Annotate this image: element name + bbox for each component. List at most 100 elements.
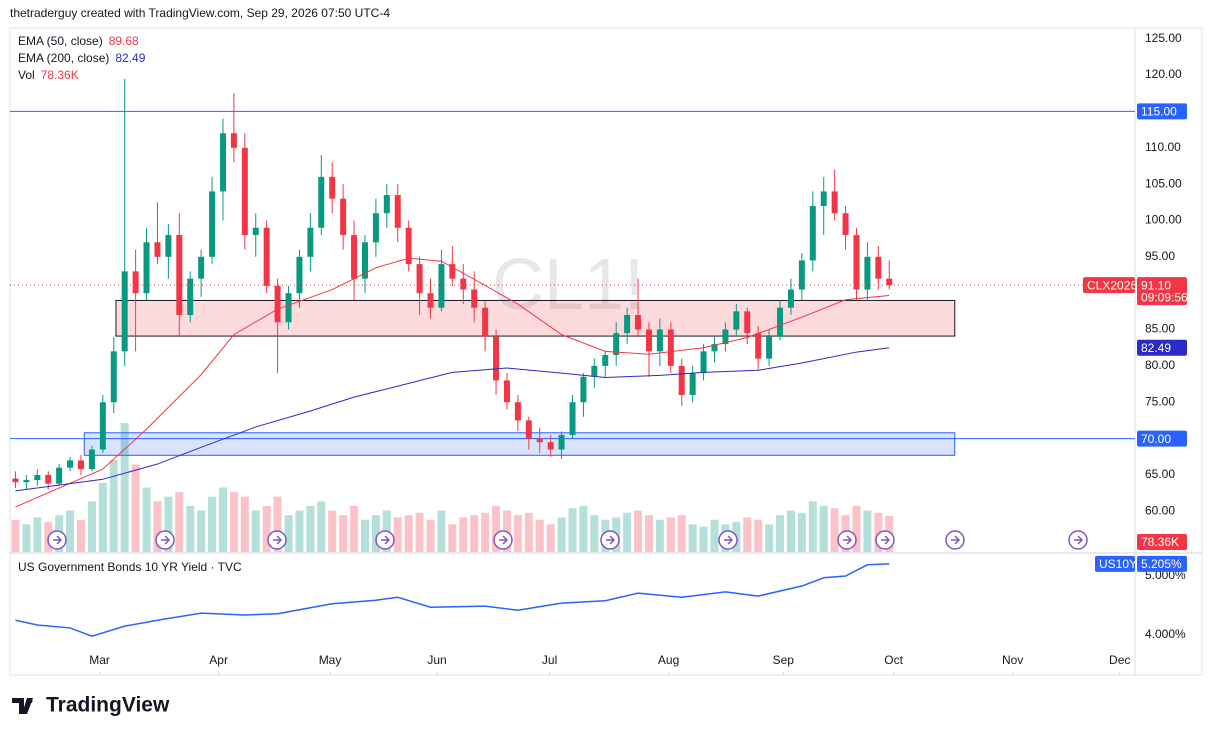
volume-bar bbox=[524, 512, 533, 552]
legend-value: 89.68 bbox=[109, 34, 139, 48]
candle-body bbox=[67, 460, 74, 468]
x-tick-label: Mar bbox=[89, 653, 110, 667]
event-marker bbox=[600, 530, 620, 550]
candle-body bbox=[176, 235, 183, 315]
volume-bar bbox=[142, 487, 151, 552]
candle-body bbox=[405, 227, 412, 265]
candle-body bbox=[547, 442, 554, 450]
event-arrow bbox=[161, 535, 171, 545]
event-arrow bbox=[951, 535, 961, 545]
volume-bar bbox=[874, 512, 883, 552]
volume-bar bbox=[98, 482, 107, 552]
volume-bar bbox=[33, 517, 42, 552]
volume-bar bbox=[437, 510, 446, 552]
volume-bar bbox=[22, 524, 31, 552]
candle-body bbox=[624, 314, 631, 334]
candle-body bbox=[678, 365, 685, 395]
volume-bar bbox=[284, 515, 293, 552]
candle-body bbox=[427, 293, 434, 308]
candle-body bbox=[766, 336, 773, 359]
candle-body bbox=[88, 449, 95, 470]
candle-body bbox=[809, 205, 816, 261]
hline-label-bg bbox=[1137, 103, 1187, 120]
x-tick-label: Apr bbox=[209, 653, 228, 667]
price-zone bbox=[83, 432, 956, 456]
legend-value: 78.36K bbox=[41, 68, 79, 82]
volume-bar bbox=[699, 526, 708, 552]
volume-bar bbox=[339, 515, 348, 552]
y-tick-label: 110.00 bbox=[1145, 140, 1181, 154]
candle-body bbox=[340, 198, 347, 236]
volume-bar bbox=[295, 510, 304, 552]
candle-body bbox=[482, 307, 489, 337]
ticker: CLX2026 bbox=[1087, 278, 1137, 292]
volume-bar bbox=[229, 492, 238, 552]
candle-body bbox=[656, 329, 663, 352]
event-arrow bbox=[881, 535, 891, 545]
candle-body bbox=[744, 311, 751, 334]
x-tick-label: Nov bbox=[1002, 653, 1023, 667]
volume-bar bbox=[535, 519, 544, 552]
volume-bar bbox=[186, 505, 195, 552]
event-arrow bbox=[53, 535, 63, 545]
candle-body bbox=[285, 293, 292, 323]
volume-bar bbox=[797, 512, 806, 552]
ticker-bg bbox=[1083, 277, 1135, 294]
event-arrow bbox=[273, 535, 283, 545]
volume-bar bbox=[306, 505, 315, 552]
candle-body bbox=[733, 311, 740, 330]
candle-body bbox=[99, 402, 106, 450]
candle-body bbox=[777, 307, 784, 337]
legend-name: EMA (200, close) bbox=[18, 51, 109, 65]
volume-bar bbox=[754, 519, 763, 552]
volume-bar bbox=[175, 492, 184, 552]
volume-bar bbox=[218, 487, 227, 552]
volume-bar bbox=[87, 501, 96, 552]
event-arrow bbox=[499, 535, 509, 545]
y-tick-label: 120.00 bbox=[1145, 67, 1182, 81]
candle-body bbox=[602, 354, 609, 366]
x-tick-label: Dec bbox=[1109, 653, 1130, 667]
ema-line bbox=[15, 257, 890, 508]
candle-body bbox=[842, 213, 849, 236]
volume-bar bbox=[634, 510, 643, 552]
volume-bar bbox=[743, 517, 752, 552]
candle-body bbox=[787, 289, 794, 308]
volume-bar bbox=[415, 512, 424, 552]
candle-body bbox=[416, 264, 423, 294]
event-marker bbox=[718, 530, 738, 550]
candle-body bbox=[296, 256, 303, 294]
candle-body bbox=[591, 365, 598, 377]
volume-bar bbox=[557, 517, 566, 552]
pane-title: US Government Bonds 10 YR Yield · TVC bbox=[18, 560, 242, 574]
last-price-bg bbox=[1137, 277, 1187, 306]
volume-bar bbox=[251, 510, 260, 552]
y-tick-label: 60.00 bbox=[1145, 503, 1175, 517]
hline-label: 70.00 bbox=[1141, 432, 1171, 446]
volume-bar bbox=[644, 515, 653, 552]
volume-bar bbox=[492, 505, 501, 552]
event-arrow bbox=[606, 535, 616, 545]
volume-bar bbox=[808, 501, 817, 552]
candle-body bbox=[154, 242, 161, 257]
candle-body bbox=[241, 147, 248, 236]
yield-line bbox=[15, 563, 890, 637]
candle-body bbox=[700, 351, 707, 374]
candle-body bbox=[438, 264, 445, 308]
volume-bar bbox=[164, 496, 173, 552]
candle-body bbox=[613, 333, 620, 355]
candle-body bbox=[886, 278, 893, 286]
candle-body bbox=[361, 242, 368, 279]
volume-bar bbox=[404, 515, 413, 552]
volume-bar bbox=[546, 524, 555, 552]
ema-price-label-bg bbox=[1137, 339, 1187, 356]
candle-body bbox=[853, 235, 860, 290]
volume-bar bbox=[786, 510, 795, 552]
candle-body bbox=[307, 227, 314, 257]
volume-bar bbox=[262, 505, 271, 552]
candle-body bbox=[503, 380, 510, 403]
volume-bar bbox=[120, 423, 129, 552]
x-tick-label: Oct bbox=[884, 653, 903, 667]
x-tick-label: Jun bbox=[427, 653, 446, 667]
y-tick-label: 80.00 bbox=[1145, 358, 1175, 372]
